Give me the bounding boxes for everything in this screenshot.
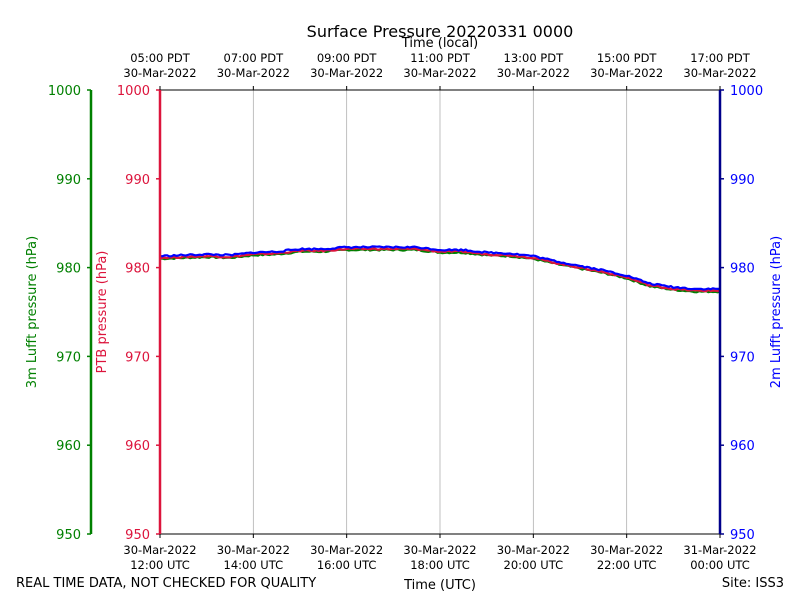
x-tick-label-bottom-date: 30-Mar-2022: [590, 543, 663, 557]
y-tick-label-right: 1000: [730, 84, 763, 99]
x-tick-label-bottom-time: 20:00 UTC: [504, 558, 564, 572]
x-tick-label-bottom-time: 12:00 UTC: [130, 558, 190, 572]
quality-disclaimer: REAL TIME DATA, NOT CHECKED FOR QUALITY: [16, 576, 317, 591]
y-tick-label-left: 990: [125, 173, 150, 188]
x-tick-label-bottom-date: 30-Mar-2022: [123, 543, 196, 557]
x-tick-label-bottom-time: 00:00 UTC: [690, 558, 750, 572]
top-axis-label: Time (local): [401, 36, 478, 51]
y-tick-label-right: 970: [730, 350, 755, 365]
y-tick-label-outer-left: 980: [56, 262, 81, 277]
x-tick-label-top-date: 30-Mar-2022: [590, 66, 663, 80]
axes: [89, 89, 722, 535]
x-tick-label-top-date: 30-Mar-2022: [497, 66, 570, 80]
y-tick-label-right: 950: [730, 528, 755, 543]
series-line-2m-lufft-pressure: [159, 245, 720, 291]
right-y-label: 2m Lufft pressure (hPa): [769, 236, 784, 388]
y-tick-label-outer-left: 970: [56, 350, 81, 365]
x-tick-label-top-date: 30-Mar-2022: [217, 66, 290, 80]
x-axis-label: Time (UTC): [403, 578, 476, 593]
y-tick-label-left: 980: [125, 262, 150, 277]
outer-left-y-label: 3m Lufft pressure (hPa): [25, 236, 40, 388]
x-tick-label-top-time: 05:00 PDT: [130, 51, 191, 65]
x-tick-label-bottom-date: 30-Mar-2022: [217, 543, 290, 557]
x-tick-label-bottom-date: 30-Mar-2022: [497, 543, 570, 557]
y-tick-label-outer-left: 960: [56, 439, 81, 454]
y-tick-label-left: 1000: [117, 84, 150, 99]
y-tick-label-right: 960: [730, 439, 755, 454]
x-tick-label-bottom-time: 18:00 UTC: [410, 558, 470, 572]
data-series: [159, 245, 721, 294]
x-tick-label-bottom-date: 31-Mar-2022: [683, 543, 756, 557]
x-tick-label-bottom-date: 30-Mar-2022: [310, 543, 383, 557]
y-tick-label-left: 950: [125, 528, 150, 543]
chart-title: Surface Pressure 20220331 0000: [307, 22, 574, 41]
y-tick-label-left: 970: [125, 350, 150, 365]
x-tick-label-top-time: 15:00 PDT: [597, 51, 658, 65]
x-tick-label-top-date: 30-Mar-2022: [403, 66, 476, 80]
grid-lines: [252, 90, 628, 534]
site-label: Site: ISS3: [721, 576, 784, 591]
x-tick-label-top-time: 17:00 PDT: [690, 51, 751, 65]
x-tick-label-bottom-date: 30-Mar-2022: [403, 543, 476, 557]
x-tick-label-top-time: 07:00 PDT: [224, 51, 285, 65]
x-tick-label-top-time: 13:00 PDT: [504, 51, 565, 65]
x-tick-label-bottom-time: 22:00 UTC: [597, 558, 657, 572]
y-tick-label-right: 990: [730, 173, 755, 188]
y-tick-label-right: 980: [730, 262, 755, 277]
tick-labels: 950 950 950 960 960 960 970 970 970 980 980 980 990 9…: [48, 51, 763, 572]
x-tick-label-top-date: 30-Mar-2022: [310, 66, 383, 80]
x-tick-label-top-time: 11:00 PDT: [410, 51, 471, 65]
x-tick-label-top-time: 09:00 PDT: [317, 51, 378, 65]
left-y-label: PTB pressure (hPa): [95, 251, 110, 374]
x-tick-label-top-date: 30-Mar-2022: [123, 66, 196, 80]
x-tick-label-bottom-time: 14:00 UTC: [224, 558, 284, 572]
x-tick-label-top-date: 30-Mar-2022: [683, 66, 756, 80]
y-tick-label-left: 960: [125, 439, 150, 454]
y-tick-label-outer-left: 1000: [48, 84, 81, 99]
x-tick-label-bottom-time: 16:00 UTC: [317, 558, 377, 572]
y-tick-label-outer-left: 950: [56, 528, 81, 543]
y-tick-label-outer-left: 990: [56, 173, 81, 188]
